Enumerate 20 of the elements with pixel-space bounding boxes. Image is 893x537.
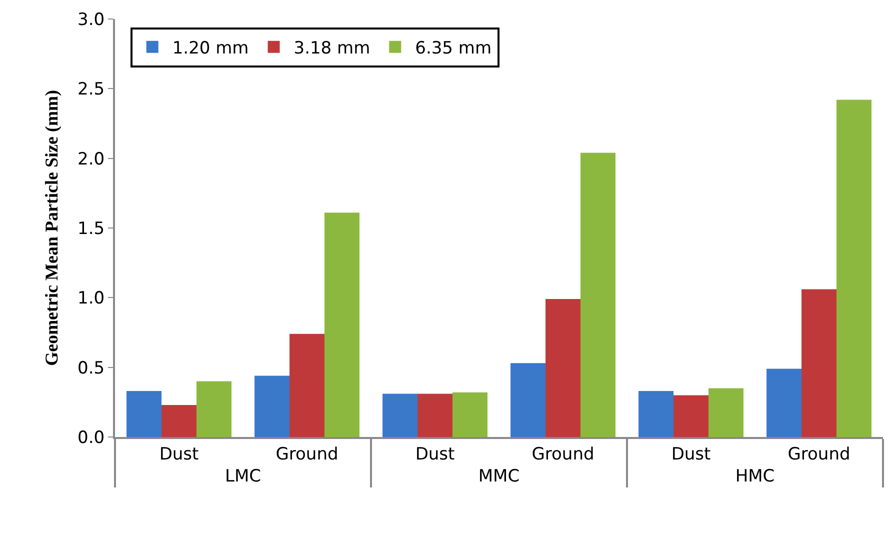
y-tick-label: 2.5 — [78, 80, 105, 100]
y-tick-label: 3.0 — [78, 10, 105, 30]
x-tick-label: Dust — [415, 444, 456, 464]
text: MMC — [478, 466, 520, 486]
x-tick-label: Ground — [788, 444, 850, 464]
y-tick-label: 0.0 — [78, 428, 105, 448]
text: LMC — [224, 466, 262, 486]
y-axis-title: Geometric Mean Particle Size (mm) — [41, 90, 62, 366]
x-tick-label: Ground — [532, 444, 594, 464]
x-tick-label: Ground — [276, 444, 338, 464]
x-tick-label: Dust — [159, 444, 200, 464]
legend-label: 1.20 mm — [172, 38, 249, 59]
legend-label: 3.18 mm — [294, 38, 370, 59]
y-tick-label: 2.0 — [78, 149, 105, 170]
y-tick-label: 1.5 — [78, 218, 105, 239]
x-tick-label: Dust — [671, 444, 712, 464]
y-tick-label: 0.5 — [78, 358, 105, 378]
y-tick-label: 1.0 — [78, 288, 105, 309]
legend-label: 6.35 mm — [415, 38, 492, 59]
text: HMC — [735, 466, 775, 486]
